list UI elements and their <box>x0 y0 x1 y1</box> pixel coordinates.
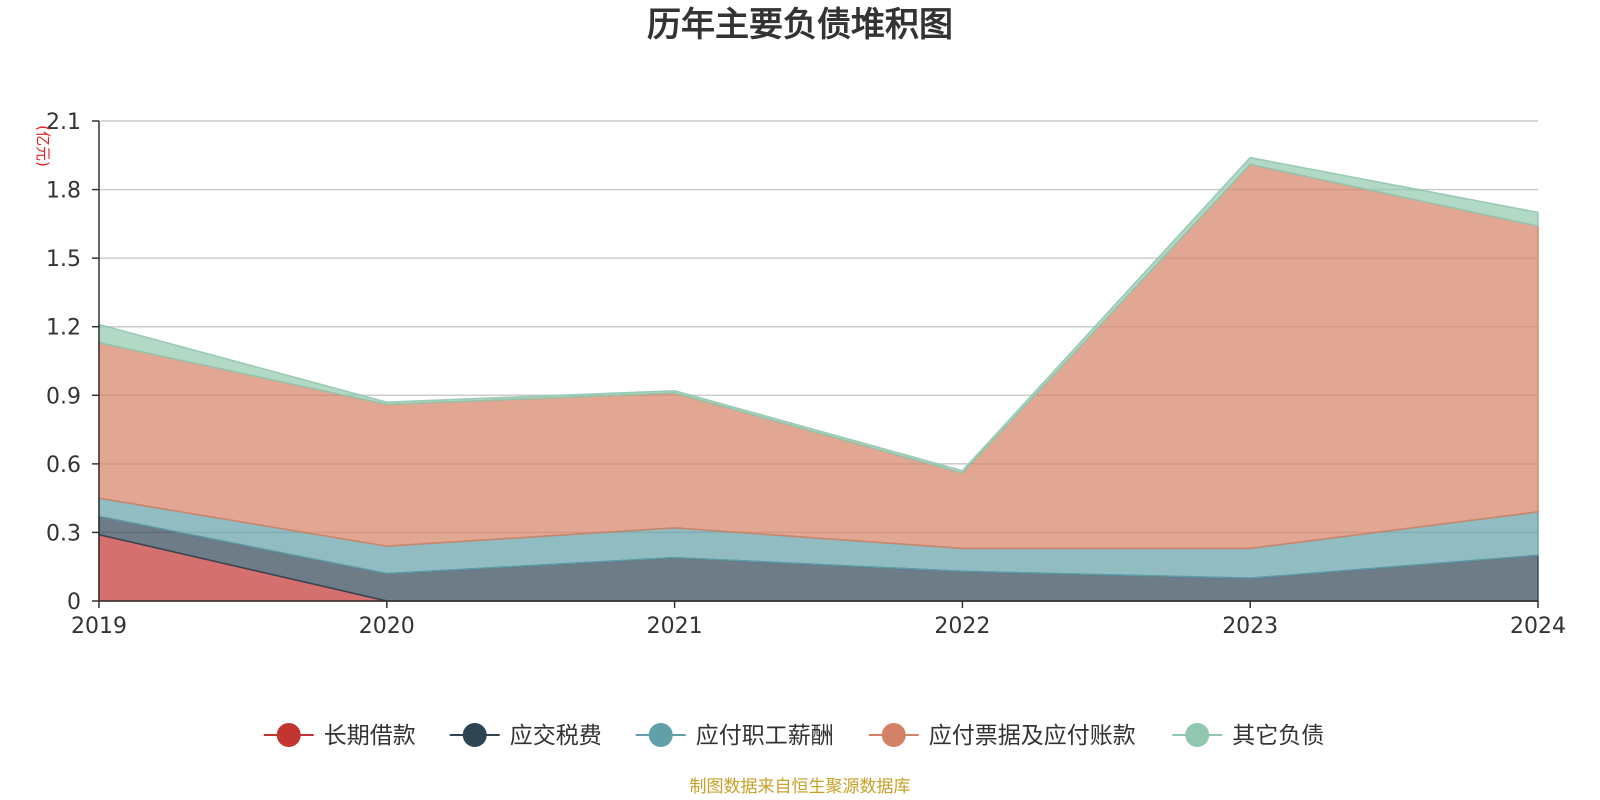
legend-label: 其它负债 <box>1232 723 1324 749</box>
legend: 长期借款 应交税费 应付职工薪酬 应付票据及应付账款 其它负债 <box>263 723 1324 749</box>
legend-label: 应交税费 <box>510 723 602 749</box>
x-tick-label: 2021 <box>647 614 703 639</box>
legend-item-3[interactable]: 应付票据及应付账款 <box>868 723 1136 749</box>
legend-dot-icon <box>1185 723 1210 747</box>
legend-dot-icon <box>648 723 673 747</box>
legend-dot-icon <box>881 723 906 747</box>
y-tick-label: 1.5 <box>46 247 81 272</box>
y-tick-label: 0.9 <box>46 384 81 409</box>
y-tick-label: 0.6 <box>46 453 81 478</box>
legend-item-0[interactable]: 长期借款 <box>263 723 416 749</box>
y-axis-unit-label: (亿元) <box>34 125 52 167</box>
data-source-note: 制图数据来自恒生聚源数据库 <box>690 777 911 797</box>
area-series <box>98 156 1539 602</box>
x-tick-label: 2023 <box>1222 614 1278 639</box>
legend-label: 长期借款 <box>324 723 416 749</box>
legend-item-4[interactable]: 其它负债 <box>1172 723 1324 749</box>
y-tick-label: 1.8 <box>46 179 81 204</box>
x-tick-label: 2020 <box>359 614 415 639</box>
legend-item-2[interactable]: 应付职工薪酬 <box>635 723 834 749</box>
x-tick-label: 2022 <box>934 614 990 639</box>
chart-title: 历年主要负债堆积图 <box>647 5 953 45</box>
x-tick-label: 2024 <box>1510 614 1566 639</box>
legend-dot-icon <box>276 723 301 747</box>
y-tick-label: 1.2 <box>46 316 81 341</box>
area-series-4 <box>98 156 1539 474</box>
y-tick-label: 0.3 <box>46 521 81 546</box>
y-tick-label: 2.1 <box>46 110 81 135</box>
area-series-3 <box>98 163 1539 550</box>
y-tick-label: 0 <box>67 590 81 615</box>
x-tick-label: 2019 <box>71 614 127 639</box>
legend-item-1[interactable]: 应交税费 <box>449 723 602 749</box>
legend-label: 应付职工薪酬 <box>696 723 834 749</box>
legend-label: 应付票据及应付账款 <box>929 723 1136 749</box>
legend-dot-icon <box>462 723 487 747</box>
axes: 0 0.3 0.6 0.9 1.2 1.5 1.8 2.1 2019 2020 2021 2022 20… <box>46 110 1566 639</box>
